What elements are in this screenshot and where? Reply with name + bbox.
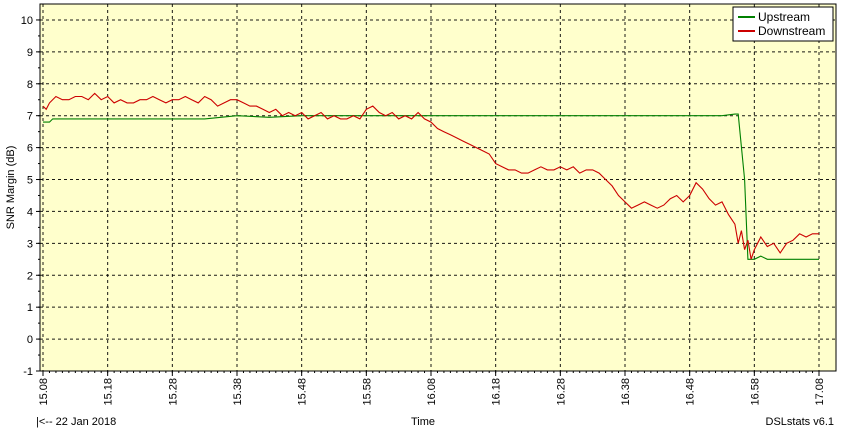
app-version-label: DSLstats v6.1 [765, 416, 834, 428]
legend-box [732, 6, 834, 42]
y-tick-label: 7 [27, 111, 33, 123]
y-tick-label: 6 [27, 143, 33, 155]
y-tick-label: 1 [27, 302, 33, 314]
plot-area [39, 3, 837, 372]
x-tick-label: 16.38 [620, 378, 632, 406]
x-tick-label: 15.58 [361, 378, 373, 406]
x-tick-label: 15.48 [297, 378, 309, 406]
x-tick-label: 15.18 [103, 378, 115, 406]
y-tick-label: 4 [27, 206, 33, 218]
date-navigation-link[interactable]: |<-- 22 Jan 2018 [36, 416, 117, 428]
x-tick-label: 15.38 [232, 378, 244, 406]
legend-label: Upstream [758, 10, 810, 24]
y-tick-label: 3 [27, 238, 33, 250]
y-tick-label: 9 [27, 47, 33, 59]
x-tick-label: 16.48 [685, 378, 697, 406]
y-tick-label: 8 [27, 79, 33, 91]
x-tick-label: 15.28 [167, 378, 179, 406]
series-line-upstream [43, 113, 819, 260]
y-tick-label: 2 [27, 270, 33, 282]
x-tick-label: 17.08 [814, 378, 826, 406]
y-axis-title: SNR Margin (dB) [5, 146, 17, 230]
y-tick-label: -1 [23, 366, 33, 378]
x-tick-label: 16.08 [426, 378, 438, 406]
series-line-downstream [42, 92, 819, 260]
y-tick-label: 5 [27, 175, 33, 187]
x-tick-label: 15.08 [38, 378, 50, 406]
y-tick-label: 10 [21, 15, 33, 27]
x-axis-title: Time [411, 416, 436, 428]
x-tick-label: 16.28 [555, 378, 567, 406]
y-tick-label: 0 [27, 334, 33, 346]
x-tick-label: 16.18 [491, 378, 503, 406]
x-tick-label: 16.58 [749, 378, 761, 406]
legend-label: Downstream [758, 24, 825, 38]
